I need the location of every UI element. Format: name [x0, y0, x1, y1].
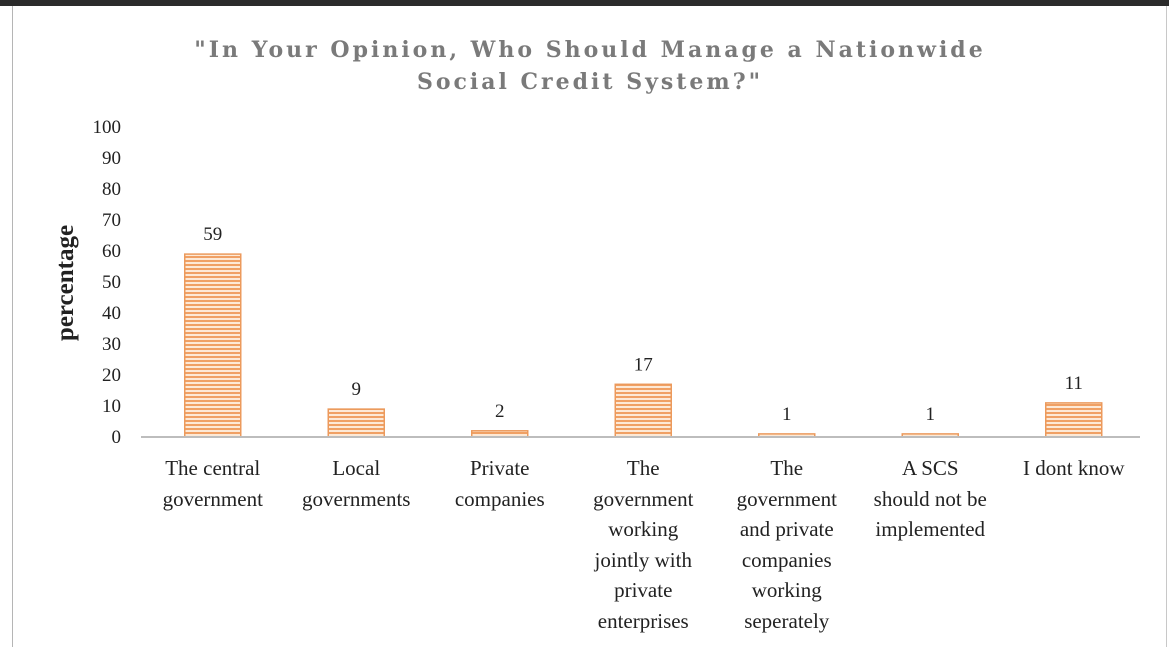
x-tick-label-line: and private	[739, 517, 834, 541]
chart-title-line-1: "In Your Opinion, Who Should Manage a Na…	[194, 37, 986, 63]
data-label: 11	[1065, 373, 1083, 394]
bar	[614, 383, 672, 438]
y-tick-label: 80	[102, 179, 121, 200]
x-tick-label-line: The central	[165, 456, 261, 480]
bar	[184, 253, 242, 438]
y-axis-ticks: 0 10 20 30 40 50 60 70 80 90 100	[93, 117, 122, 448]
x-tick-label: A SCS should not be implemented	[860, 453, 1000, 545]
x-tick-label-line: government	[593, 486, 694, 511]
x-tick-label-line: working	[751, 578, 822, 602]
x-tick-label-line: A SCS	[901, 456, 959, 480]
bar	[327, 408, 385, 438]
x-tick-label-line: government	[736, 486, 837, 511]
x-tick-label-line: jointly with	[594, 547, 692, 572]
x-tick-label-line: government	[162, 486, 263, 511]
y-tick-label: 70	[102, 210, 121, 231]
data-label: 9	[352, 379, 362, 400]
x-tick-label-line: governments	[302, 486, 411, 511]
data-label: 17	[634, 354, 653, 375]
x-tick-label-line: enterprises	[597, 608, 689, 633]
x-tick-label-line: should not be	[873, 486, 987, 511]
x-tick-label-line: The	[770, 456, 804, 480]
x-tick-label-line: The	[626, 456, 660, 480]
chart-title: "In Your Opinion, Who Should Manage a Na…	[130, 34, 1050, 98]
data-label: 59	[203, 224, 222, 245]
x-tick-label: Private companies	[430, 453, 570, 514]
y-tick-label: 30	[102, 334, 121, 355]
cropped-caption-strip	[0, 0, 1169, 6]
x-tick-label: Local governments	[286, 453, 426, 514]
y-tick-label: 20	[102, 365, 121, 386]
x-tick-label-line: implemented	[875, 517, 986, 541]
x-tick-label: The government working jointly with private e…	[573, 453, 713, 636]
x-tick-label-line: companies	[741, 547, 832, 572]
x-tick-label-line: I dont know	[1023, 456, 1125, 480]
x-tick-label-line: private	[614, 578, 673, 602]
y-tick-label: 10	[102, 396, 121, 417]
x-tick-label-line: working	[608, 517, 679, 541]
x-tick-label: The government and private companies working…	[717, 453, 857, 636]
data-label: 1	[926, 404, 936, 425]
x-tick-label-line: Local	[332, 456, 381, 480]
y-tick-label: 40	[102, 303, 121, 324]
y-tick-label: 60	[102, 241, 121, 262]
data-label: 1	[782, 404, 792, 425]
y-tick-label: 90	[102, 148, 121, 169]
y-tick-label: 50	[102, 272, 121, 293]
bar	[1045, 402, 1103, 438]
x-tick-label-line: companies	[454, 486, 545, 511]
bars	[184, 253, 1103, 438]
y-tick-label: 100	[93, 117, 122, 138]
x-tick-label: I dont know	[1004, 453, 1144, 484]
frame-right-border	[1166, 6, 1167, 647]
chart-title-line-2: Social Credit System?"	[416, 69, 764, 95]
y-tick-label: 0	[112, 427, 122, 448]
frame-left-border	[12, 6, 13, 647]
x-tick-label: The central government	[143, 453, 283, 514]
x-tick-label-line: seperately	[744, 608, 830, 633]
x-tick-label-line: Private	[470, 456, 530, 480]
data-label: 2	[495, 401, 505, 422]
